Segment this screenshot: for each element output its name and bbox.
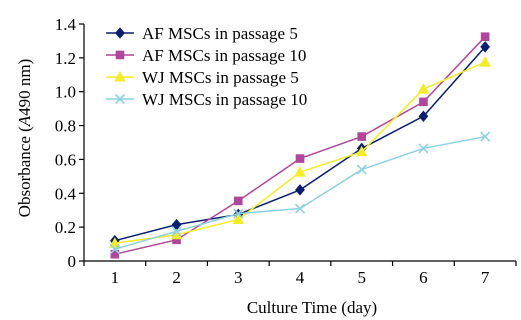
data-point (294, 166, 306, 177)
x-tick-label: 2 (172, 268, 181, 287)
legend-marker (114, 93, 126, 105)
y-tick-label: 0.2 (55, 218, 76, 237)
data-point (109, 244, 120, 255)
y-axis-title-part-1: Obsorbance ( (15, 126, 34, 217)
series-3 (109, 56, 491, 248)
axes: 0 0.2 0.4 0.6 0.8 1.0 1.2 1.4 1 2 3 4 5 6 7 (55, 15, 517, 287)
series-2 (110, 32, 490, 259)
data-point (294, 203, 306, 214)
data-point (110, 249, 120, 259)
data-point (480, 32, 490, 41)
data-point (357, 132, 367, 141)
x-tick-label: 3 (234, 268, 243, 287)
legend-marker (114, 70, 126, 82)
legend-label: WJ MSCs in passage 10 (142, 90, 307, 109)
series-layer (109, 32, 491, 259)
data-point (417, 83, 430, 94)
y-tick-label: 1.4 (55, 15, 77, 34)
data-point (295, 154, 305, 163)
data-point (109, 237, 121, 248)
legend-marker (115, 50, 125, 60)
data-point (295, 184, 305, 196)
y-tick-label: 1.2 (55, 49, 76, 68)
legend-item: AF MSCs in passage 5 (106, 24, 298, 43)
data-point (233, 196, 243, 206)
data-point (171, 226, 182, 237)
x-tick-label: 7 (481, 268, 490, 287)
y-tick-label: 1.0 (55, 83, 76, 102)
y-tick-label: 0.8 (55, 117, 76, 136)
legend-item: WJ MSCs in passage 10 (106, 90, 307, 109)
series-4 (109, 131, 491, 255)
legend: AF MSCs in passage 5 AF MSCs in passage 1… (106, 24, 307, 109)
data-point (355, 145, 368, 157)
data-point (418, 143, 429, 154)
y-tick-label: 0.6 (55, 150, 76, 169)
y-axis-title-part-2: A (15, 115, 34, 127)
x-tick-label: 5 (357, 268, 366, 287)
y-tick-label: 0.4 (55, 184, 77, 203)
legend-marker (115, 27, 125, 39)
y-axis-title-part-3: 490 nm) (15, 59, 34, 116)
data-point (418, 110, 429, 123)
data-point (233, 208, 244, 219)
data-point (480, 41, 490, 53)
y-tick-label: 0 (68, 252, 77, 271)
legend-item: WJ MSCs in passage 5 (106, 68, 299, 87)
legend-label: AF MSCs in passage 10 (142, 46, 306, 65)
data-point (419, 97, 428, 107)
data-point (480, 131, 491, 142)
x-tick-label: 6 (419, 268, 428, 287)
data-point (356, 164, 367, 175)
data-point (479, 56, 491, 67)
x-axis-title: Culture Time (day) (247, 298, 377, 317)
x-tick-label: 1 (111, 268, 120, 287)
data-point (232, 213, 245, 225)
y-axis-title: Obsorbance (A490 nm) (15, 59, 34, 218)
legend-label: AF MSCs in passage 5 (142, 24, 298, 43)
x-tick-label: 4 (296, 268, 305, 287)
legend-item: AF MSCs in passage 10 (106, 46, 306, 65)
legend-label: WJ MSCs in passage 5 (142, 68, 299, 87)
